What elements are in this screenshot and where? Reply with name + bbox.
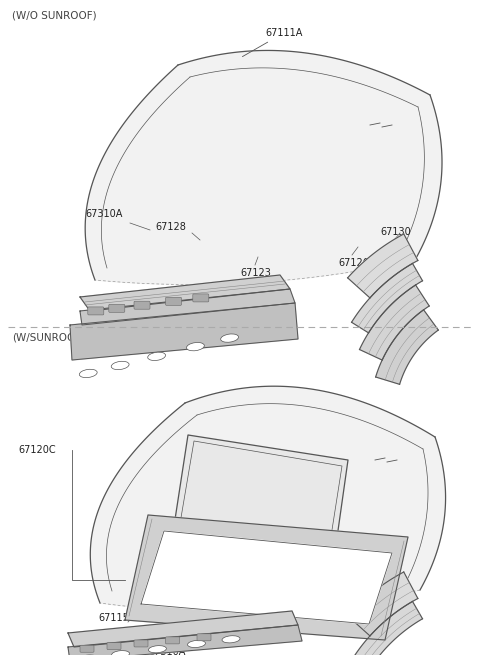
Ellipse shape [188,641,205,648]
Polygon shape [80,275,290,311]
Text: 67126: 67126 [338,258,369,268]
Text: 67120C: 67120C [18,445,56,455]
FancyBboxPatch shape [166,637,180,644]
Ellipse shape [79,369,97,377]
Text: (W/SUNROOF): (W/SUNROOF) [12,333,85,343]
Polygon shape [70,303,298,360]
Polygon shape [360,285,429,360]
Text: 67310A: 67310A [85,209,122,219]
Polygon shape [125,515,408,640]
FancyBboxPatch shape [107,643,121,650]
Polygon shape [90,386,445,612]
FancyBboxPatch shape [109,305,125,312]
Text: 67126: 67126 [342,622,373,632]
FancyBboxPatch shape [166,297,181,305]
Polygon shape [168,435,348,587]
Polygon shape [348,234,418,298]
FancyBboxPatch shape [197,634,211,641]
Text: 67111A: 67111A [242,28,302,56]
Ellipse shape [221,334,239,343]
Ellipse shape [186,343,204,351]
Text: (W/O SUNROOF): (W/O SUNROOF) [12,10,96,20]
FancyBboxPatch shape [88,307,104,315]
FancyBboxPatch shape [134,640,148,647]
FancyBboxPatch shape [193,294,209,302]
Polygon shape [351,601,422,655]
Polygon shape [376,310,438,384]
FancyBboxPatch shape [80,645,94,652]
Ellipse shape [148,352,166,360]
Polygon shape [68,611,298,647]
Polygon shape [141,531,392,624]
Ellipse shape [111,362,129,369]
Polygon shape [68,625,302,655]
Polygon shape [80,289,295,325]
Polygon shape [348,572,418,636]
Text: 67130: 67130 [385,590,416,600]
Ellipse shape [222,636,240,643]
Ellipse shape [148,646,167,653]
Ellipse shape [112,650,130,655]
Text: 67115: 67115 [98,613,129,623]
Polygon shape [85,50,442,284]
Polygon shape [351,263,422,333]
Text: 67310A: 67310A [148,647,185,655]
Text: 67130: 67130 [380,227,411,237]
Text: 67128: 67128 [155,222,186,232]
Text: 67123: 67123 [240,268,271,278]
FancyBboxPatch shape [134,301,150,309]
